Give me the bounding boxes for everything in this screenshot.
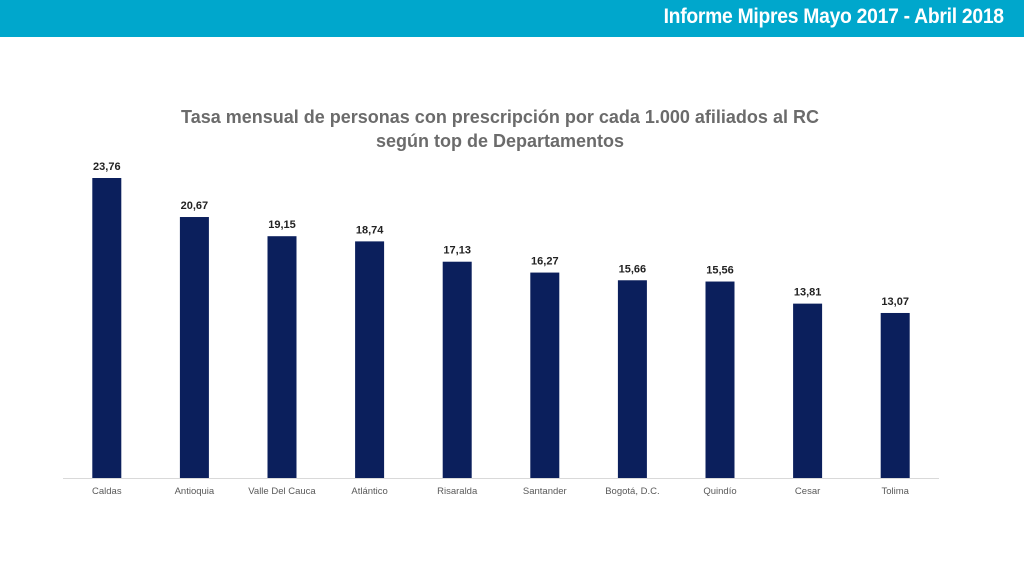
value-label-8: 15,56	[706, 265, 734, 277]
header-band	[0, 0, 1024, 37]
category-label-9: Cesar	[795, 486, 820, 497]
bar-3	[267, 236, 297, 478]
category-label-1: Caldas	[92, 486, 122, 497]
bar-4	[355, 241, 385, 478]
value-label-5: 17,13	[443, 245, 471, 257]
chart-title: Tasa mensual de personas con prescripció…	[150, 105, 850, 153]
chart-title-line-2: según top de Departamentos	[375, 131, 625, 151]
bar-1	[92, 178, 122, 478]
bar-10	[880, 312, 910, 478]
category-label-8: Quindío	[703, 486, 736, 497]
bar-5	[442, 261, 472, 478]
value-label-2: 20,67	[181, 200, 209, 212]
value-label-4: 18,74	[356, 224, 384, 236]
bars-group	[92, 178, 910, 479]
category-label-6: Santander	[523, 486, 567, 497]
bar-6	[530, 272, 560, 478]
bar-2	[179, 217, 209, 479]
category-label-2: Antioquia	[175, 486, 215, 497]
value-label-1: 23,76	[93, 161, 121, 173]
category-label-3: Valle Del Cauca	[248, 486, 316, 497]
category-labels-group: Caldas Antioquia Valle Del Cauca Atlántico R…	[92, 486, 910, 497]
bar-9	[793, 303, 823, 478]
value-label-7: 15,66	[619, 263, 647, 275]
category-label-5: Risaralda	[437, 486, 478, 497]
bar-8	[705, 281, 735, 478]
value-label-3: 19,15	[268, 219, 296, 231]
value-labels-group: 23,76 20,67 19,15 18,74 17,13 16,27 15,66 15,56…	[93, 161, 909, 308]
value-label-10: 13,07	[881, 296, 909, 308]
category-label-7: Bogotá, D.C.	[605, 486, 659, 497]
chart-title-line-1: Tasa mensual de personas con prescripció…	[181, 107, 819, 127]
category-label-10: Tolima	[881, 486, 909, 497]
report-title: Informe Mipres Mayo 2017 - Abril 2018	[663, 5, 1004, 28]
category-label-4: Atlántico	[351, 486, 387, 497]
value-label-6: 16,27	[531, 256, 559, 268]
value-label-9: 13,81	[794, 287, 822, 299]
bar-7	[617, 280, 647, 478]
